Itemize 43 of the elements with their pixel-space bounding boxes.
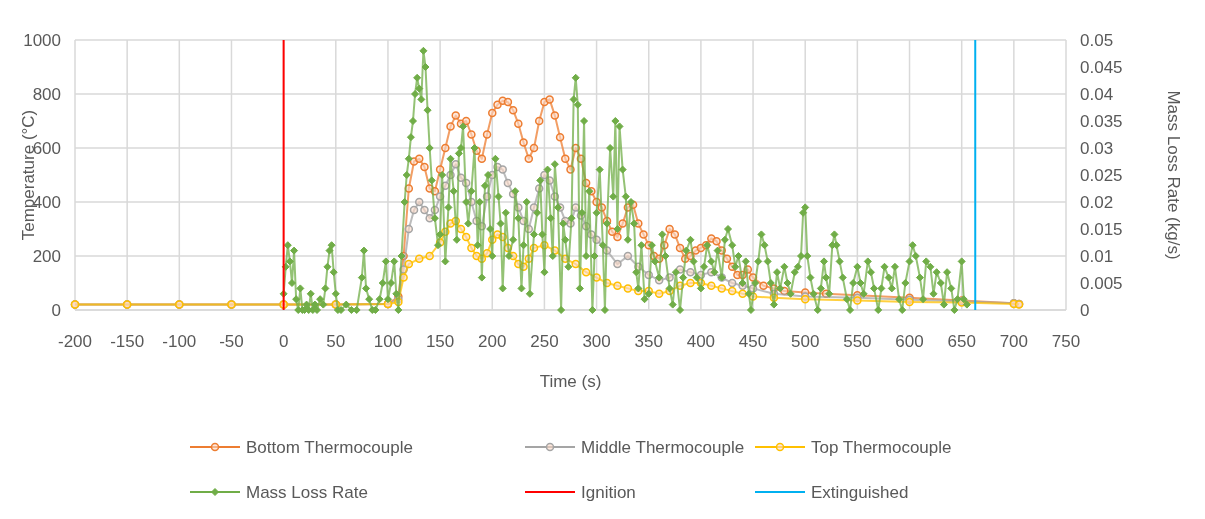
x-tick-label: 0	[278, 332, 289, 351]
y2-tick-label: 0.05	[1080, 30, 1114, 50]
legend-label: Extinguished	[811, 482, 909, 502]
y2-tick-label: 0.025	[1080, 165, 1123, 185]
legend-label: Ignition	[581, 482, 636, 502]
y-tick-label: 0	[51, 300, 61, 320]
y2-tick-label: 0.04	[1080, 84, 1114, 104]
x-tick-label: 450	[738, 332, 768, 351]
y2-tick-label: 0.045	[1080, 57, 1123, 77]
y-tick-label: 800	[32, 84, 61, 104]
x-tick-label: 700	[999, 332, 1029, 351]
y-tick-label: 200	[32, 246, 61, 266]
legend-label: Mass Loss Rate	[246, 482, 368, 502]
x-tick-label: -50	[219, 332, 244, 351]
x-tick-label: 150	[425, 332, 455, 351]
x-tick-label: 300	[582, 332, 611, 351]
x-tick-label: 550	[843, 332, 872, 351]
x-tick-label: 350	[634, 332, 663, 351]
y2-tick-label: 0.02	[1080, 192, 1114, 212]
legend-label: Bottom Thermocouple	[246, 437, 413, 457]
x-tick-label: 500	[791, 332, 820, 351]
legend-label: Top Thermocouple	[811, 437, 952, 457]
y2-tick-label: 0	[1080, 300, 1090, 320]
x-tick-label: 600	[895, 332, 924, 351]
y2-tick-label: 0.035	[1080, 111, 1123, 131]
x-axis-title: Time (s)	[539, 372, 602, 391]
y-tick-label: 1000	[23, 30, 61, 50]
x-tick-label: 50	[326, 332, 346, 351]
y2-tick-label: 0.015	[1080, 219, 1123, 239]
x-tick-label: -200	[57, 332, 93, 351]
x-tick-label: 650	[947, 332, 976, 351]
x-tick-label: 400	[686, 332, 716, 351]
y2-tick-label: 0.03	[1080, 138, 1114, 158]
x-tick-label: 250	[530, 332, 559, 351]
y2-tick-label: 0.01	[1080, 246, 1114, 266]
y2-axis-title: Mass Loss Rate (kg/s)	[1164, 90, 1183, 260]
x-tick-label: 750	[1051, 332, 1081, 351]
y2-tick-label: 0.005	[1080, 273, 1123, 293]
legend-label: Middle Thermocouple	[581, 437, 745, 457]
x-tick-label: -100	[162, 332, 197, 351]
x-tick-label: -150	[110, 332, 145, 351]
x-tick-label: 100	[373, 332, 403, 351]
x-tick-label: 200	[478, 332, 507, 351]
